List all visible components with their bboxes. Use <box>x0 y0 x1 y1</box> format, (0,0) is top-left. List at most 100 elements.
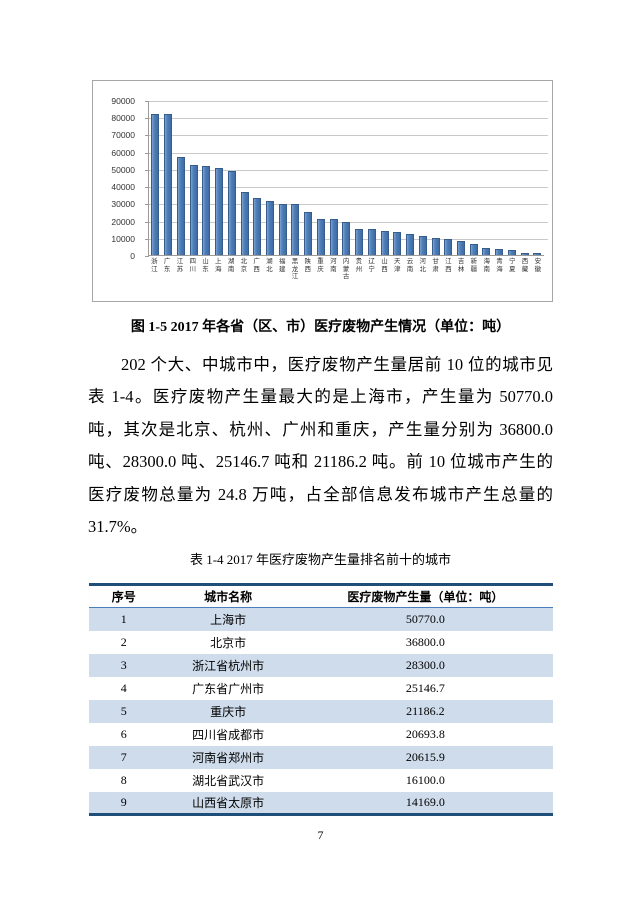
city-cell: 山西省太原市 <box>158 791 298 815</box>
bar-上海 <box>215 168 224 255</box>
rank-cell: 6 <box>120 726 127 741</box>
x-tick-label: 贵州 <box>355 258 363 273</box>
bar-山西 <box>380 231 389 255</box>
x-tick-label: 江西 <box>445 258 452 273</box>
bar-浙江 <box>151 114 160 255</box>
table-row: 5 重庆市 21186.2 <box>89 699 553 723</box>
bar-slot <box>238 192 251 255</box>
x-tick-label: 辽宁 <box>368 258 375 273</box>
bar-山东 <box>202 166 211 255</box>
x-tick-label: 福建 <box>278 258 286 273</box>
y-tick-label: 70000 <box>111 130 135 141</box>
bar-slot <box>213 168 226 255</box>
figure-caption: 图 1-5 2017 年各省（区、市）医疗废物产生情况（单位：吨） <box>130 320 511 335</box>
x-tick-label: 湖南 <box>227 258 235 273</box>
bar-slot <box>518 253 531 255</box>
table-row: 2 北京市 36800.0 <box>89 631 553 654</box>
city-cell: 北京市 <box>210 635 247 650</box>
table-header-row: 序号 城市名称 医疗废物产生量（单位：吨） <box>89 584 553 608</box>
bar-河南 <box>329 219 338 255</box>
y-tick-label: 50000 <box>111 164 135 175</box>
bar-slot <box>200 166 213 255</box>
gridline <box>149 204 548 206</box>
y-tick-mark <box>145 152 149 154</box>
bar-slot <box>365 229 378 255</box>
bar-江苏 <box>176 157 185 255</box>
bar-slot <box>149 114 162 255</box>
gridline <box>149 135 548 137</box>
bar-slot <box>391 232 404 255</box>
y-tick-label: 90000 <box>111 96 135 106</box>
city-cell: 重庆市 <box>158 699 298 723</box>
x-tick-label: 广西 <box>253 258 260 273</box>
bar-slot <box>187 165 200 255</box>
bar-湖南 <box>227 171 236 255</box>
gridline <box>149 152 548 154</box>
bar-slot <box>302 212 315 255</box>
y-tick-mark <box>145 135 149 137</box>
city-cell: 湖北省武汉市 <box>192 773 265 788</box>
bar-天津 <box>393 232 402 255</box>
figure-1-5-chart: 0 10000 20000 30000 40000 50000 60000 70000 8000… <box>92 80 553 302</box>
city-cell: 河南省郑州市 <box>158 745 298 769</box>
x-tick-label: 上海 <box>215 258 222 273</box>
bar-slot <box>276 204 289 255</box>
column-header: 医疗废物产生量（单位：吨） <box>297 584 553 608</box>
bar-slot <box>416 236 429 255</box>
value-cell: 28300.0 <box>297 653 553 677</box>
city-cell: 浙江省杭州市 <box>158 653 298 677</box>
bar-slot <box>289 204 302 255</box>
bar-slot <box>378 231 391 255</box>
rank-cell: 5 <box>89 699 159 723</box>
table-row: 6 四川省成都市 20693.8 <box>89 723 553 746</box>
rank-cell: 7 <box>89 745 159 769</box>
y-tick-mark <box>145 256 149 257</box>
gridline <box>149 118 548 120</box>
y-axis: 0 10000 20000 30000 40000 50000 60000 70000 8000… <box>93 96 143 261</box>
bar-辽宁 <box>367 229 376 255</box>
column-header: 序号 <box>89 584 159 608</box>
y-tick-label: 40000 <box>111 182 135 193</box>
bar-slot <box>251 198 264 255</box>
y-tick-label: 10000 <box>111 233 135 244</box>
x-tick-label: 天津 <box>393 258 401 273</box>
x-axis-labels: 浙江广东江苏四川山东上海湖南北京广西湖北福建黑龙江陕西重庆河南内蒙古贵州辽宁山西… <box>148 258 544 281</box>
bar-slot <box>174 157 187 255</box>
bar-河北 <box>418 236 427 255</box>
bar-slot <box>404 234 417 255</box>
bar-slot <box>467 244 480 255</box>
gridline <box>149 101 548 102</box>
bar-slot <box>315 219 328 255</box>
table-row: 4 广东省广州市 25146.7 <box>89 677 553 700</box>
x-tick-label: 陕西 <box>304 258 312 273</box>
x-tick-label: 江苏 <box>176 258 184 273</box>
value-cell: 25146.7 <box>405 680 445 695</box>
rank-cell: 2 <box>120 634 127 649</box>
x-tick-label: 四川 <box>189 258 196 273</box>
rank-cell: 3 <box>89 653 159 677</box>
value-cell: 16100.0 <box>405 772 445 787</box>
x-tick-label: 河南 <box>330 258 337 273</box>
value-cell: 36800.0 <box>405 634 445 649</box>
table-row: 9 山西省太原市 14169.0 <box>89 791 553 815</box>
rank-cell: 1 <box>89 607 159 631</box>
rank-cell: 8 <box>120 772 127 787</box>
value-cell: 21186.2 <box>297 699 553 723</box>
x-tick-label: 山东 <box>202 258 209 273</box>
rank-cell: 4 <box>120 680 127 695</box>
x-tick-label: 重庆 <box>317 258 324 273</box>
y-tick-mark <box>145 238 149 240</box>
y-tick-mark <box>145 204 149 206</box>
value-cell: 20615.9 <box>297 745 553 769</box>
x-tick-label: 山西 <box>381 258 388 273</box>
x-tick-label: 浙江 <box>151 258 158 273</box>
bar-slot <box>264 201 277 255</box>
bar-slot <box>225 171 238 255</box>
y-tick-label: 80000 <box>111 113 135 124</box>
x-tick-label: 甘肃 <box>432 258 439 273</box>
table-row: 1 上海市 50770.0 <box>89 607 553 631</box>
bar-吉林 <box>456 241 465 255</box>
bar-黑龙江 <box>291 204 300 255</box>
x-tick-label: 安徽 <box>534 258 542 273</box>
